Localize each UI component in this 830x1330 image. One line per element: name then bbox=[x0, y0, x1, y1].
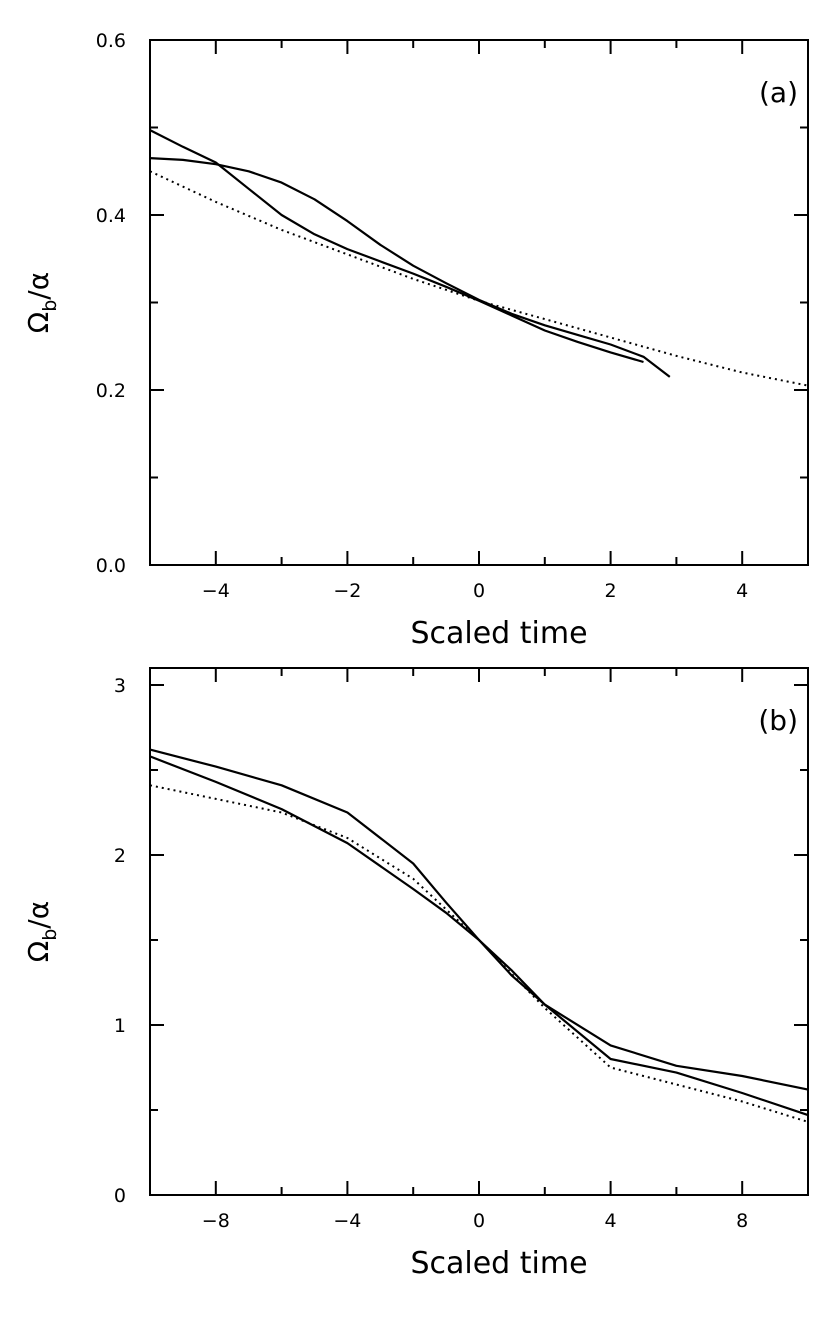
panel-b: −8 −4 0 4 8 0 1 2 3 (b) Scaled time Ωb/α bbox=[22, 667, 809, 1281]
series-line-3 bbox=[149, 784, 809, 1123]
series-group-a bbox=[149, 129, 809, 387]
series-line-1 bbox=[149, 748, 809, 1091]
series-line-3 bbox=[149, 170, 809, 387]
x-axis-title-b: Scaled time bbox=[410, 1246, 587, 1281]
x-tick-label: 2 bbox=[605, 580, 617, 602]
x-axis-title-a: Scaled time bbox=[410, 616, 587, 651]
series-line-2 bbox=[149, 755, 809, 1117]
y-tick-label: 2 bbox=[114, 845, 126, 867]
x-tick-label: 0 bbox=[473, 580, 485, 602]
y-tick-label: 0.0 bbox=[96, 555, 126, 577]
tick-labels-a: −4 −2 0 2 4 0.0 0.2 0.4 0.6 bbox=[96, 30, 748, 602]
x-tick-label: 4 bbox=[605, 1210, 617, 1232]
x-tick-label: 0 bbox=[473, 1210, 485, 1232]
x-tick-label: 4 bbox=[736, 580, 748, 602]
axis-ticks-b bbox=[149, 668, 809, 1196]
x-tick-label: −2 bbox=[333, 580, 361, 602]
series-line-2 bbox=[149, 129, 644, 364]
x-tick-label: −4 bbox=[202, 580, 230, 602]
panel-label-b: (b) bbox=[758, 704, 798, 737]
y-tick-label: 3 bbox=[114, 675, 126, 697]
panel-a: −4 −2 0 2 4 0.0 0.2 0.4 0.6 (a) Scaled time Ωb/α bbox=[22, 30, 809, 651]
panel-label-a: (a) bbox=[759, 76, 798, 109]
y-tick-label: 1 bbox=[114, 1015, 126, 1037]
x-tick-label: −4 bbox=[333, 1210, 361, 1232]
plot-frame-a bbox=[149, 39, 809, 566]
y-tick-label: 0.2 bbox=[96, 380, 126, 402]
series-group-b bbox=[149, 748, 809, 1123]
x-tick-label: 8 bbox=[736, 1210, 748, 1232]
y-axis-title-b: Ωb/α bbox=[22, 901, 61, 962]
axis-ticks-a bbox=[149, 39, 809, 566]
plot-frame-b bbox=[149, 667, 809, 1196]
series-line-1 bbox=[149, 157, 671, 378]
y-tick-label: 0.4 bbox=[96, 205, 126, 227]
tick-labels-b: −8 −4 0 4 8 0 1 2 3 bbox=[114, 675, 748, 1232]
y-axis-title-a: Ωb/α bbox=[22, 272, 61, 333]
y-tick-label: 0 bbox=[114, 1185, 126, 1207]
y-tick-label: 0.6 bbox=[96, 30, 126, 52]
x-tick-label: −8 bbox=[202, 1210, 230, 1232]
